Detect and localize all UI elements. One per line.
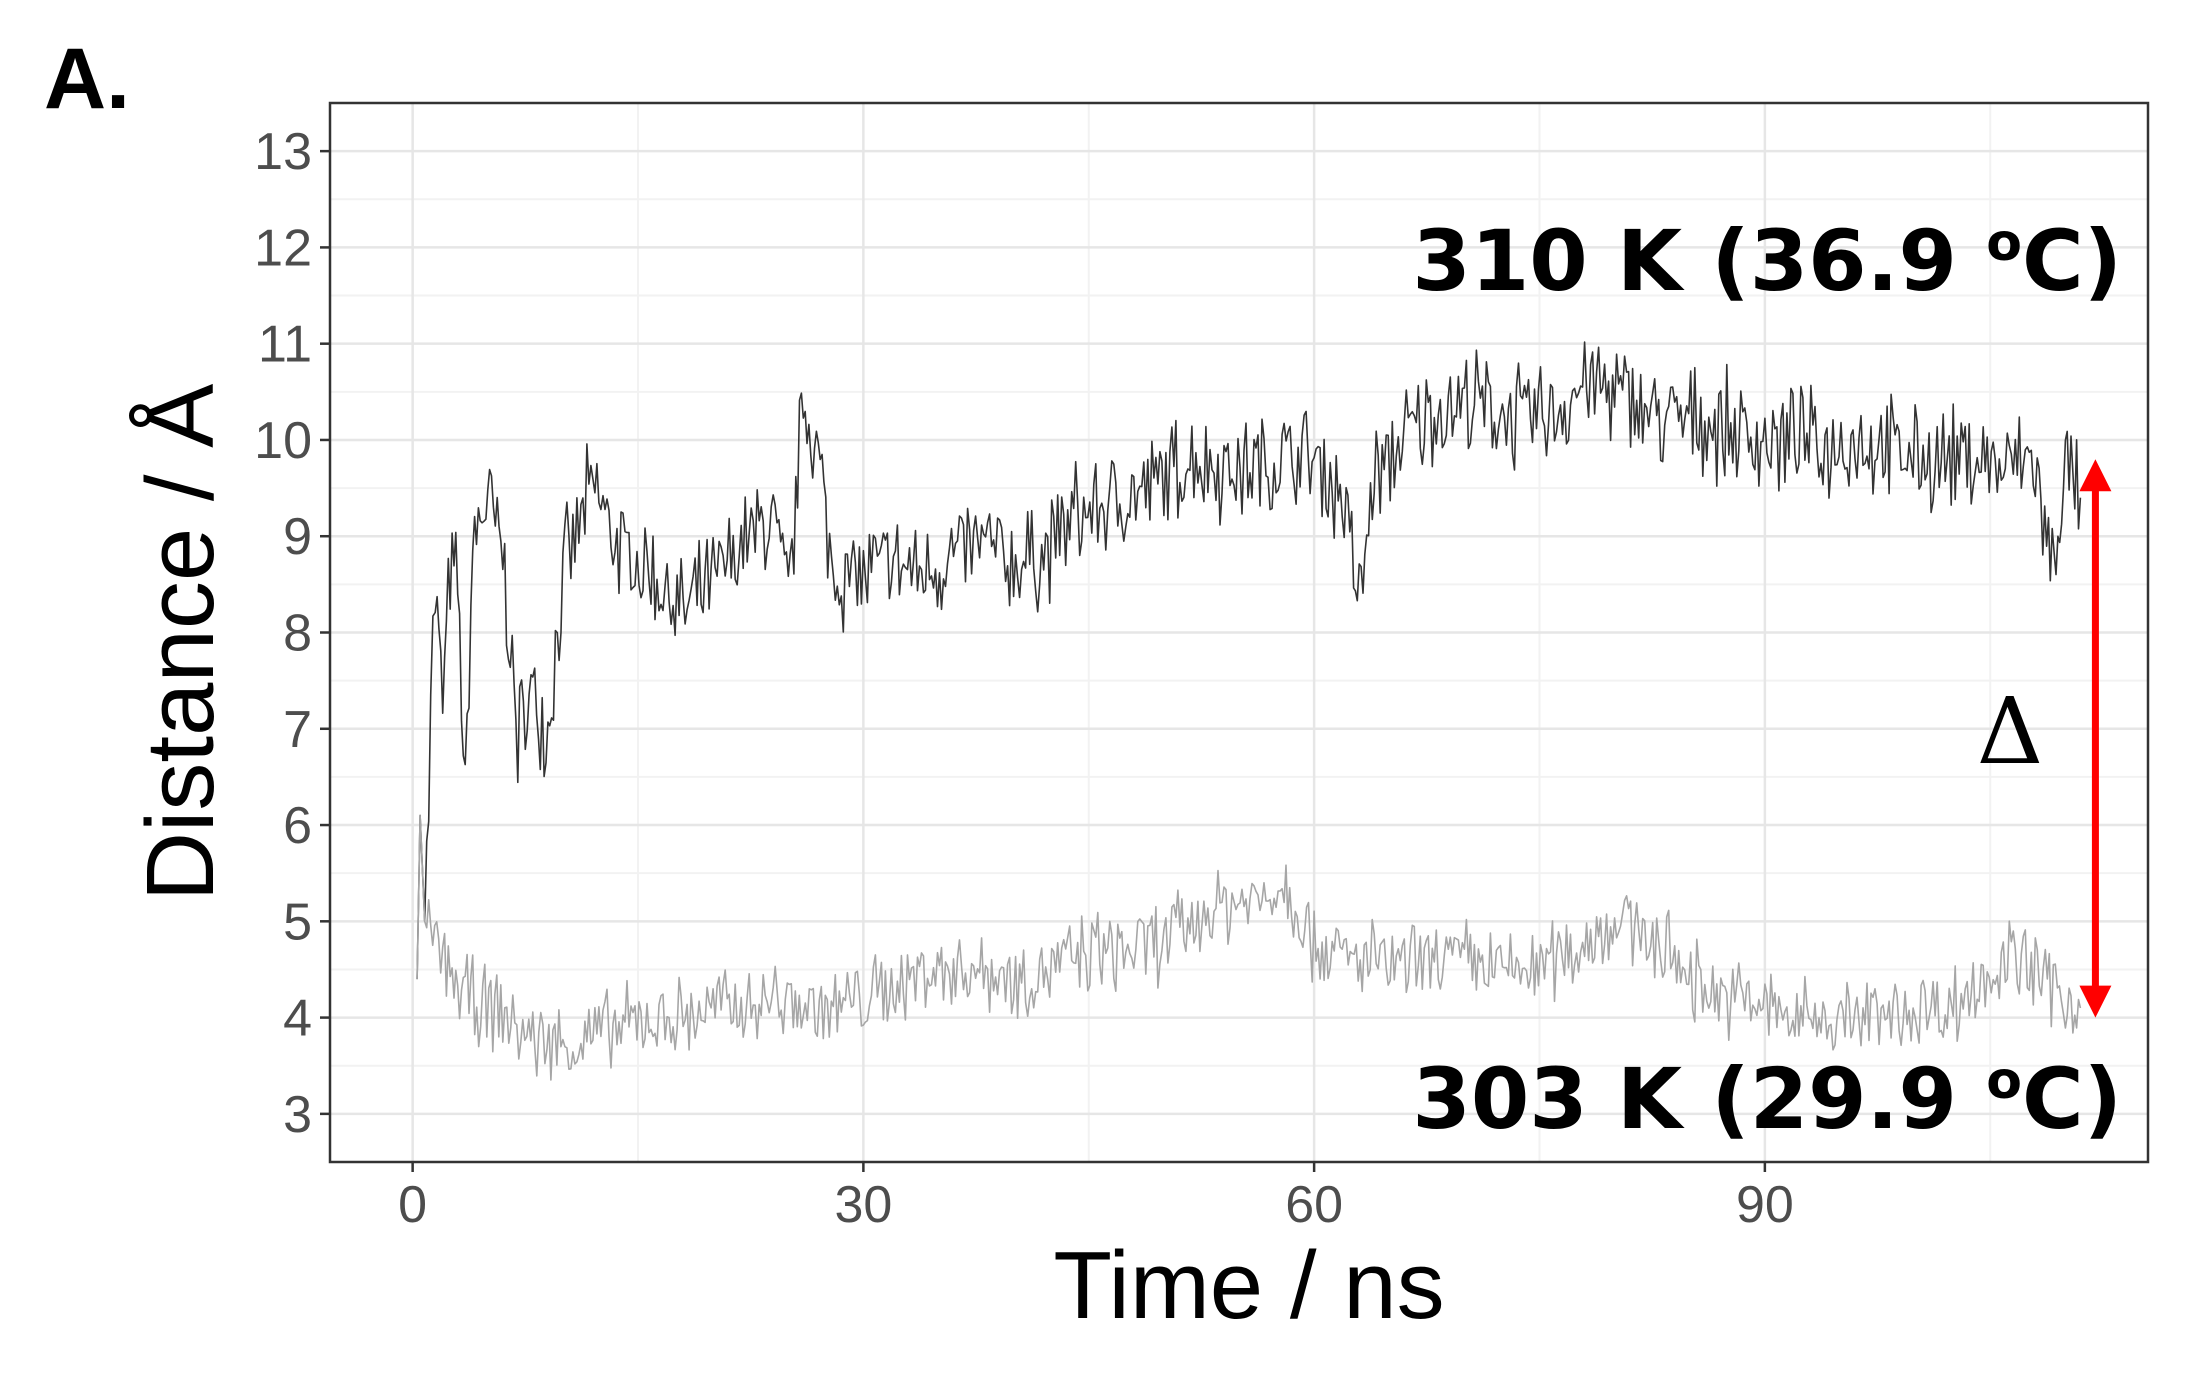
x-tick-label: 90: [1736, 1176, 1794, 1234]
annotation-310k-main: 310 K (36.9: [1412, 212, 1986, 310]
y-tick-label: 4: [283, 990, 312, 1048]
y-tick-label: 12: [254, 219, 312, 277]
x-axis-ticks: 0 30 60 90: [398, 1162, 1794, 1234]
y-axis-ticks: 3 4 5 6 7 8 9 10 11 12 13: [254, 123, 330, 1144]
y-tick-label: 10: [254, 412, 312, 470]
x-axis-title: Time / ns: [1053, 1232, 1444, 1339]
annotation-303k-main: 303 K (29.9: [1412, 1050, 1986, 1148]
panel-label: A.: [44, 31, 130, 127]
y-tick-label: 8: [283, 605, 312, 663]
y-axis-title: Distance / Å: [127, 384, 234, 902]
x-tick-label: 60: [1285, 1176, 1343, 1234]
annotation-303k-sup: o: [1986, 1051, 2022, 1111]
series-line-303k: [416, 814, 2082, 1081]
y-tick-label: 5: [283, 893, 312, 951]
arrow-head-up: [2079, 459, 2112, 492]
annotation-310k: 310 K (36.9 oC): [1412, 212, 2122, 310]
y-tick-label: 13: [254, 123, 312, 181]
y-tick-label: 9: [283, 508, 312, 566]
y-tick-label: 6: [283, 797, 312, 855]
x-tick-label: 30: [834, 1176, 892, 1234]
annotation-310k-sup: o: [1986, 213, 2022, 273]
x-tick-label: 0: [398, 1176, 427, 1234]
delta-symbol: Δ: [1977, 678, 2043, 785]
annotation-310k-tail: C): [2022, 212, 2122, 310]
arrow-head-down: [2079, 985, 2112, 1018]
delta-double-arrow: [2079, 459, 2112, 1018]
annotation-303k-tail: C): [2022, 1050, 2122, 1148]
plot-area: [328, 101, 2150, 1164]
y-tick-label: 3: [283, 1086, 312, 1144]
y-tick-label: 7: [283, 701, 312, 759]
y-tick-label: 11: [258, 316, 312, 374]
annotation-303k: 303 K (29.9 oC): [1412, 1050, 2122, 1148]
series-line-310k: [416, 341, 2082, 980]
series-layer: [416, 341, 2082, 1081]
